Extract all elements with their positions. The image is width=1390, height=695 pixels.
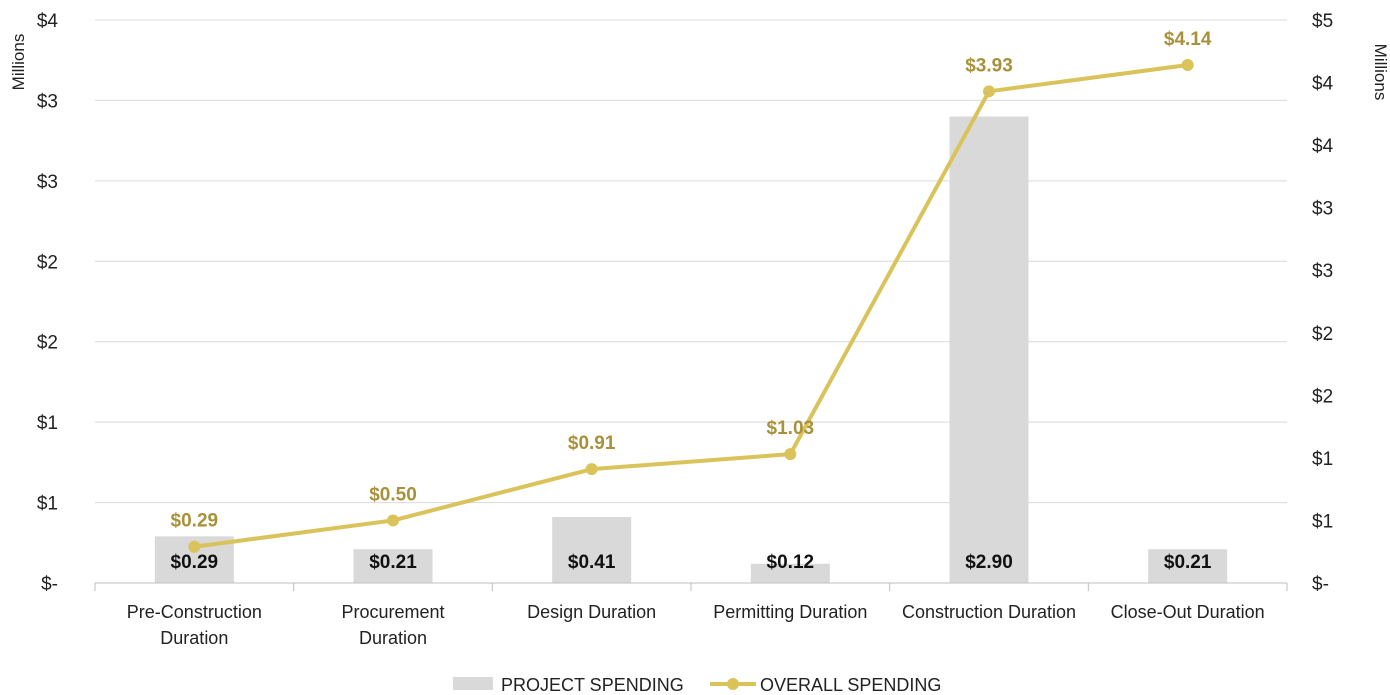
category-label: Close-Out Duration [1111,602,1265,622]
right-axis-tick-label: $1 [1312,511,1333,532]
line-point [387,514,399,527]
line-value-label: $1.03 [767,418,815,439]
line-value-label: $0.29 [171,511,219,532]
right-axis-tick-label: $3 [1312,261,1333,282]
line-value-label: $0.50 [369,484,417,505]
overall-spending-line [194,63,1188,549]
right-axis-tick-label: $2 [1312,324,1333,345]
left-axis-tick-label: $2 [37,252,58,273]
left-axis-tick-label: $4 [37,11,59,32]
bar-value-label: $0.41 [568,552,616,573]
right-axis-tick-label: $3 [1312,199,1333,220]
axes: $- $1 $1 $2 $2 $3 $3 $4 $- $1 $1 $2 $2 $3 $3 $4 $4 $5 Mill… [9,11,1390,648]
category-label: Design Duration [527,602,656,622]
right-axis-tick-label: $- [1312,574,1329,595]
right-axis-tick-label: $2 [1312,386,1333,407]
category-label: Permitting Duration [713,602,867,622]
line-point [585,463,598,476]
left-axis-tick-label: $1 [37,494,58,515]
category-label: Duration [359,628,427,648]
bar [353,549,433,583]
legend: PROJECT SPENDING OVERALL SPENDING [453,675,941,695]
data-labels: $0.29 $0.21 $0.41 $0.12 $2.90 $0.21 $0.29 $0.50… [171,29,1212,573]
right-axis-tick-label: $1 [1312,449,1333,470]
bar-value-label: $2.90 [965,552,1013,573]
line-value-label: $0.91 [568,433,616,454]
legend-label-project-spending: PROJECT SPENDING [501,675,684,695]
right-axis-tick-label: $5 [1312,11,1333,32]
line-value-label: $3.93 [965,55,1013,76]
left-axis-title: Millions [9,34,28,91]
bar [552,517,632,583]
bar-value-label: $0.21 [1164,552,1212,573]
bar [949,116,1029,583]
category-label: Pre-Construction [127,602,262,622]
line-point [983,85,995,98]
bar [750,563,830,583]
left-axis-tick-label: $- [41,574,58,595]
gridlines [95,19,1287,504]
line-point [188,540,201,553]
legend-marker-overall-spending [727,678,739,690]
left-axis-tick-label: $3 [37,172,58,193]
left-axis-tick-label: $3 [37,91,58,112]
bar-value-label: $0.12 [767,552,815,573]
bar-series [154,116,1228,583]
category-label: Procurement [341,602,444,622]
category-label: Construction Duration [902,602,1076,622]
left-axis-tick-label: $2 [37,333,58,354]
bar [1148,549,1228,583]
legend-label-overall-spending: OVERALL SPENDING [760,675,941,695]
category-label: Duration [160,628,228,648]
right-axis-tick-label: $4 [1312,74,1334,95]
line-value-label: $4.14 [1164,29,1212,50]
legend-swatch-project-spending [453,677,493,690]
line-point [784,448,797,461]
bar-value-label: $0.29 [171,552,219,573]
line-series [188,59,1194,553]
right-axis-tick-label: $4 [1312,136,1334,157]
left-axis-tick-label: $1 [37,413,58,434]
line-point [1181,59,1194,72]
bar-value-label: $0.21 [369,552,417,573]
right-axis-title: Millions [1371,44,1390,101]
